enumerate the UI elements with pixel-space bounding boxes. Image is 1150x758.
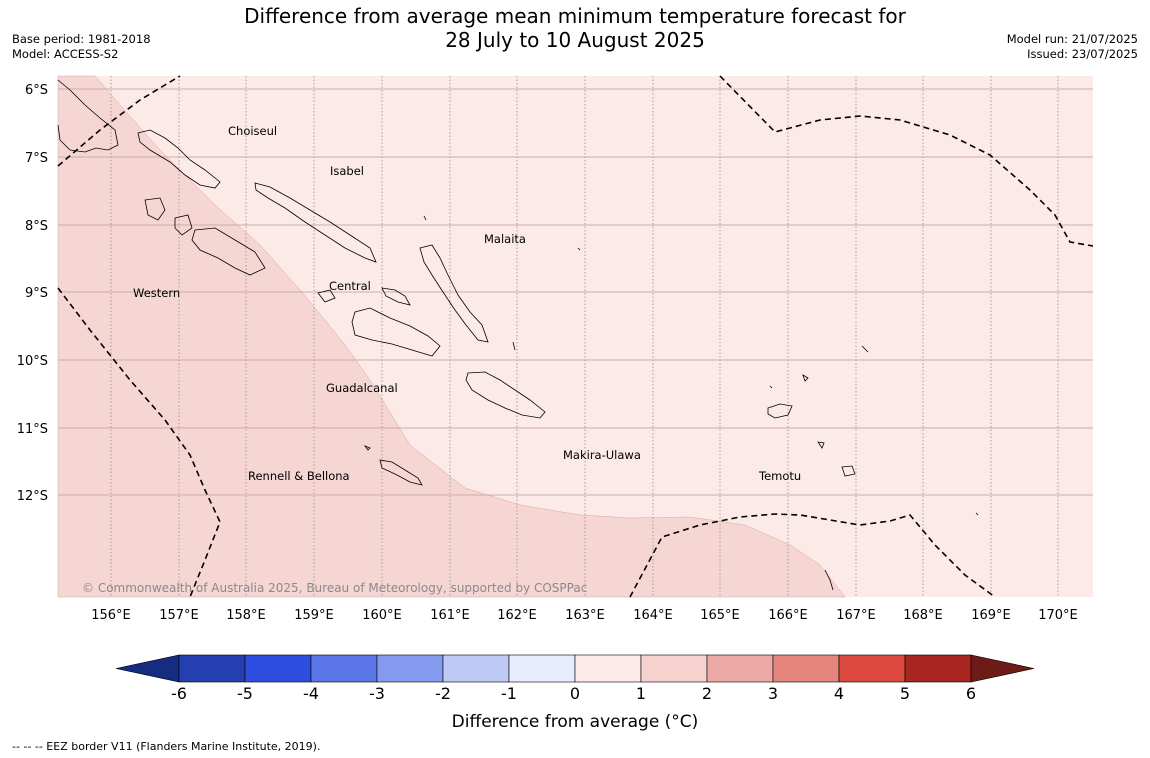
- colorbar-cell: [442, 654, 510, 683]
- lat-gridlines: [58, 88, 1093, 496]
- lat-label: 12°S: [17, 489, 48, 504]
- colorbar-cell: [574, 654, 642, 683]
- colorbar-cell: [508, 654, 576, 683]
- colorbar-tick-label: -2: [435, 684, 451, 703]
- colorbar-tick-label: 2: [702, 684, 712, 703]
- region-label-isabel: Isabel: [330, 164, 364, 178]
- colorbar-cell: [376, 654, 444, 683]
- isabel-coast: [254, 182, 377, 263]
- lon-label: 164°E: [633, 608, 673, 623]
- region-label-temotu: Temotu: [758, 469, 801, 483]
- colorbar-cell: [244, 654, 312, 683]
- colorbar-cell: [772, 654, 840, 683]
- coastlines: [57, 79, 979, 591]
- meta-right: Model run: 21/07/2025 Issued: 23/07/2025: [1007, 32, 1138, 62]
- issued-date: Issued: 23/07/2025: [1027, 47, 1138, 61]
- base-period: Base period: 1981-2018: [12, 32, 151, 46]
- colorbar-cell: [310, 654, 378, 683]
- colorbar-ticks: -6 -5 -4 -3 -2 -1 0 1 2 3 4 5 6: [171, 684, 976, 703]
- colorbar-extend-low: [115, 654, 180, 683]
- colorbar-tick-label: 0: [570, 684, 580, 703]
- colorbar-tick-label: 4: [834, 684, 844, 703]
- colorbar-tick-label: 1: [636, 684, 646, 703]
- lon-label: 163°E: [565, 608, 605, 623]
- title-line-1: Difference from average mean minimum tem…: [244, 4, 906, 28]
- lon-label: 162°E: [497, 608, 537, 623]
- region-label-makira-ulawa: Makira-Ulawa: [563, 448, 641, 462]
- lon-gridlines: [110, 76, 1059, 597]
- rennell-coast: [363, 445, 423, 486]
- colorbar-cell: [178, 654, 246, 683]
- region-label-rennell-bellona: Rennell & Bellona: [248, 469, 350, 483]
- lon-label: 165°E: [700, 608, 740, 623]
- lat-label: 11°S: [17, 422, 48, 437]
- lon-label: 160°E: [362, 608, 402, 623]
- colorbar-cell: [838, 654, 906, 683]
- santa-cruz-coast: [767, 374, 856, 477]
- lon-label: 158°E: [226, 608, 266, 623]
- lat-label: 9°S: [25, 286, 48, 301]
- colorbar-extend-high: [970, 654, 1035, 683]
- model-run: Model run: 21/07/2025: [1006, 32, 1138, 46]
- copyright-notice: © Commonwealth of Australia 2025, Bureau…: [82, 581, 587, 595]
- colorbar-tick-label: -1: [501, 684, 517, 703]
- lon-label: 167°E: [836, 608, 876, 623]
- meta-left: Base period: 1981-2018 Model: ACCESS-S2: [12, 32, 151, 62]
- region-label-choiseul: Choiseul: [228, 124, 277, 138]
- region-label-central: Central: [329, 279, 371, 293]
- lat-label: 7°S: [25, 151, 48, 166]
- makira-coast: [465, 371, 546, 419]
- colorbar-tick-label: -3: [369, 684, 385, 703]
- lon-label: 159°E: [294, 608, 334, 623]
- guadalcanal-coast: [351, 307, 441, 357]
- lon-label: 161°E: [430, 608, 470, 623]
- colorbar-tick-label: -4: [303, 684, 319, 703]
- colorbar-tick-label: 5: [900, 684, 910, 703]
- new-georgia-coast: [144, 197, 266, 276]
- lat-labels: 6°S 7°S 8°S 9°S 10°S 11°S 12°S: [17, 83, 48, 504]
- colorbar-title: Difference from average (°C): [452, 712, 699, 732]
- lat-label: 8°S: [25, 219, 48, 234]
- lon-label: 166°E: [768, 608, 808, 623]
- colorbar-tick-label: 3: [768, 684, 778, 703]
- region-label-guadalcanal: Guadalcanal: [326, 381, 398, 395]
- colorbar-cell: [904, 654, 972, 683]
- colorbar-cells: [115, 654, 1035, 683]
- region-labels: Choiseul Isabel Malaita Western Central …: [133, 124, 801, 483]
- forecast-map: 6°S 7°S 8°S 9°S 10°S 11°S 12°S 156°E 157…: [17, 75, 1094, 623]
- colorbar-tick-label: -5: [237, 684, 253, 703]
- lon-label: 157°E: [159, 608, 199, 623]
- anomaly-band-1-2: [57, 75, 846, 598]
- lon-label: 170°E: [1038, 608, 1078, 623]
- malaita-coast: [419, 244, 489, 343]
- eez-borders: [57, 75, 1094, 598]
- bougainville-coast: [57, 79, 119, 153]
- colorbar-tick-label: 6: [966, 684, 976, 703]
- small-islets: [423, 215, 979, 591]
- lon-labels: 156°E 157°E 158°E 159°E 160°E 161°E 162°…: [91, 608, 1078, 623]
- lat-label: 10°S: [17, 354, 48, 369]
- model-name: Model: ACCESS-S2: [12, 47, 119, 61]
- title-line-2: 28 July to 10 August 2025: [445, 28, 705, 52]
- lon-label: 168°E: [903, 608, 943, 623]
- region-label-malaita: Malaita: [484, 232, 526, 246]
- lon-label: 156°E: [91, 608, 131, 623]
- choiseul-coast: [137, 129, 221, 189]
- eez-footnote: -- -- -- EEZ border V11 (Flanders Marine…: [12, 740, 321, 753]
- colorbar-cell: [706, 654, 774, 683]
- lat-label: 6°S: [25, 83, 48, 98]
- florida-islands-coast: [317, 287, 411, 306]
- region-label-western: Western: [133, 286, 180, 300]
- lon-label: 169°E: [971, 608, 1011, 623]
- colorbar-cell: [640, 654, 708, 683]
- colorbar-tick-label: -6: [171, 684, 187, 703]
